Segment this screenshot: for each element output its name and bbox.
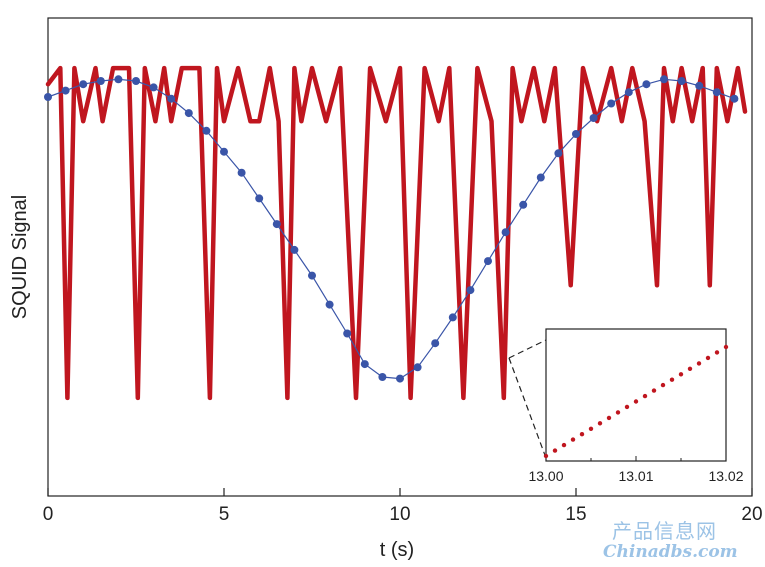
inset-x-tick-label: 13.00 [528,468,563,484]
inset-connector-top [508,339,547,359]
series-squid-signal-line [45,65,748,401]
fit-point [519,200,528,209]
fit-point [184,109,193,118]
fit-point [237,168,246,177]
inset-point [660,382,666,388]
x-tick-label: 20 [741,504,762,525]
y-axis-label: SQUID Signal [9,195,31,320]
inset-connector-bottom [508,357,547,459]
fit-point [132,77,140,85]
inset-point [570,437,576,442]
main-series-group [44,65,748,401]
fit-point [220,147,228,156]
fit-point [448,313,457,322]
inset-point [714,350,720,355]
series-fit-line [47,78,735,380]
x-tick-label: 0 [43,504,54,525]
fit-point [413,363,422,372]
inset-point [552,448,558,453]
fit-point [695,81,704,90]
fit-point [536,173,545,182]
inset-x-tick-label: 13.01 [618,468,653,484]
fit-point [431,339,440,348]
inset-point [669,377,675,382]
x-axis-label: t (s) [380,539,414,561]
fit-point [484,257,492,266]
inset-point [678,372,684,377]
inset-point [624,404,630,410]
fit-point [61,86,70,95]
fit-point [607,99,616,108]
fit-point [255,194,264,203]
inset-point [651,388,657,393]
fit-point [79,80,88,89]
fit-point [290,245,299,254]
inset-frame [545,328,727,462]
fit-point [202,126,211,135]
fit-point [677,77,686,85]
fit-point [589,114,598,122]
x-tick-label: 10 [389,504,410,525]
inset-point [696,361,702,366]
main-x-ticks: 0 5 10 15 20 [43,488,763,525]
fit-point [730,94,739,103]
inset-point [588,426,594,431]
fit-point [114,75,123,84]
fit-point [378,373,387,381]
fit-point [167,94,176,103]
inset-point [642,393,648,399]
inset-point [597,421,603,426]
fit-point [44,93,52,101]
fit-point [501,228,510,237]
inset-point [561,442,567,448]
fit-point [642,80,651,89]
fit-point [272,220,281,229]
watermark-cn: 产品信息网 [612,519,717,543]
fit-point [96,77,105,85]
inset-x-tick-label: 13.02 [708,468,743,484]
fit-point [712,88,721,97]
fit-point [149,83,158,92]
inset-series-group [543,344,729,459]
inset-x-ticks: 13.00 13.01 13.02 [528,456,744,484]
inset-point [606,415,612,421]
inset-point [723,344,729,350]
fit-point [624,88,633,97]
fit-point [572,130,580,138]
fit-point [325,300,334,309]
x-tick-label: 5 [219,504,230,525]
fit-point [554,149,563,158]
fit-point [660,75,668,84]
fit-point [396,374,404,383]
inset-point [633,399,639,404]
fit-point [308,271,316,280]
x-tick-label: 15 [565,504,586,525]
inset-point [615,410,621,415]
fit-point [466,286,475,295]
inset-point [687,366,693,371]
watermark-site: Chinadbs.com [603,542,738,562]
inset-point [705,355,711,361]
fit-point [360,360,369,369]
inset-point [543,453,549,459]
inset-point [579,432,585,437]
fit-point [343,329,352,338]
